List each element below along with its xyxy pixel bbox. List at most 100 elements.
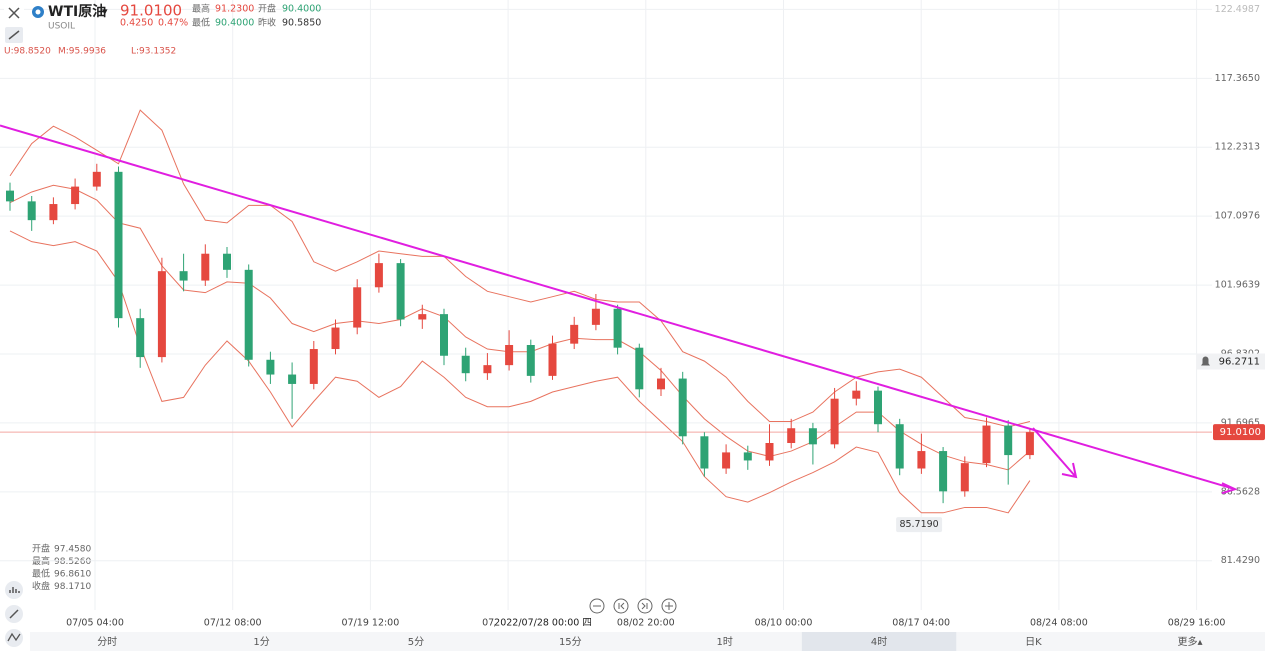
symbol-code: USOIL [48,22,75,32]
timeframe-tab[interactable]: 15分 [559,636,582,648]
candle-body [49,204,58,221]
trend-arrow-head [1221,482,1238,495]
info-value: 96.8610 [54,570,91,580]
candle-body [874,390,882,425]
pen-button[interactable] [5,605,23,623]
x-tick-label: 07/ [482,618,498,629]
draw-tool-button[interactable] [5,27,23,43]
candle-body [179,271,188,281]
timeframe-tab[interactable]: 5分 [408,636,424,648]
candle-body [657,378,665,390]
indicator-button[interactable] [5,581,23,599]
stat-label: 最高 [192,3,210,15]
forecast-arrow [1032,427,1078,479]
symbol-name[interactable]: WTI原油 [48,3,106,20]
candle-body [787,428,796,444]
timeframe-tab[interactable]: 1时 [717,636,733,648]
zoom-in-button[interactable] [661,598,677,614]
candle-body [895,424,904,469]
timeframe-tab[interactable]: 更多▴ [1177,635,1202,648]
low-marker-label: 85.7190 [899,519,938,530]
timeframe-tabs: 分时 1分 5分 15分 1时 4时 日K 更多▴ [30,632,1265,651]
candle-body [830,398,839,445]
candle-body [505,345,514,366]
zoom-controls [589,598,677,614]
close-button[interactable] [4,4,24,22]
candle-body [353,287,362,328]
price-label-bg [1213,424,1265,441]
candle-body [591,308,600,325]
price-change: 0.4250 [120,18,153,29]
stat-label: 昨收 [258,17,276,29]
candle-body [526,345,535,376]
candle-body [982,425,991,464]
tab-label[interactable]: 4时 [871,636,887,648]
symbol-dropdown[interactable]: ▾ [102,5,108,18]
x-tick-label: 08/29 16:00 [1168,618,1226,629]
scroll-right-button[interactable] [637,598,653,614]
symbol-logo-dot [35,9,41,15]
candle-body [570,324,579,344]
candle-body [6,190,14,202]
info-value: 97.4580 [54,545,91,555]
candle-body [917,451,926,469]
compare-button[interactable] [5,629,23,647]
x-tick-label: 08/17 04:00 [892,618,950,629]
candle-body [157,271,166,358]
candle-body [1004,425,1013,456]
x-tick-label: 07/19 12:00 [342,618,400,629]
indicator-lower: L:93.1352 [131,47,176,57]
candle-body [136,318,145,358]
indicator-middle: M:95.9936 [58,47,106,57]
alert-bell [1201,356,1210,366]
candle-body [244,269,253,360]
timeframe-tab[interactable]: 4时 [801,632,957,651]
info-label: 收盘 [32,580,50,592]
info-value: 98.1710 [54,582,91,592]
price-change-pct: 0.47% [158,18,188,29]
candle-body [461,355,470,374]
scroll-left-button[interactable] [613,598,629,614]
indicator-upper: U:98.8520 [4,47,51,57]
candle-body [71,186,80,205]
x-tick-label: 08/10 00:00 [755,618,813,629]
trend-line [0,124,1236,491]
timeframe-tab[interactable]: 1分 [253,636,269,648]
tab-label[interactable]: 分时 [97,636,117,648]
y-tick-label: 122.4987 [1215,4,1260,15]
candle-body [765,443,774,461]
stat-label: 最低 [192,17,210,29]
stat-label: 开盘 [258,3,276,15]
tab-label[interactable]: 5分 [408,636,424,648]
alert-label-bg [1196,353,1265,370]
candle-body [201,253,210,281]
candle-body [331,327,340,350]
tab-label[interactable]: 15分 [559,636,582,648]
tab-selected-bg [801,632,957,651]
candle-body [613,308,622,348]
x-tick-label: 08/24 08:00 [1030,618,1088,629]
candle-body [548,343,557,376]
info-label: 开盘 [32,543,50,555]
tab-label[interactable]: 日K [1025,637,1042,648]
tab-label[interactable]: 1时 [717,636,733,648]
plot-area: 07/05 04:00 07/12 08:00 07/19 12:00 07/08/0… [0,0,1265,630]
candle-body [396,263,405,320]
tab-label[interactable]: 1分 [253,636,269,648]
candle-body [418,314,427,320]
candle-body [852,390,861,399]
zoom-out-button[interactable] [589,598,605,614]
timeframe-tab[interactable]: 分时 [97,636,117,648]
low-marker-bg [896,517,943,533]
candle-body [1025,432,1034,456]
candle-body [960,463,969,492]
tab-label[interactable]: 更多▴ [1177,635,1202,648]
candle-body [92,171,101,187]
stat-value: 91.2300 [215,4,254,15]
timeframe-tab[interactable]: 日K [1025,637,1042,648]
candle-body [309,349,318,384]
candle-body [483,365,492,374]
candle-body [808,428,817,445]
info-label: 最低 [32,568,50,580]
